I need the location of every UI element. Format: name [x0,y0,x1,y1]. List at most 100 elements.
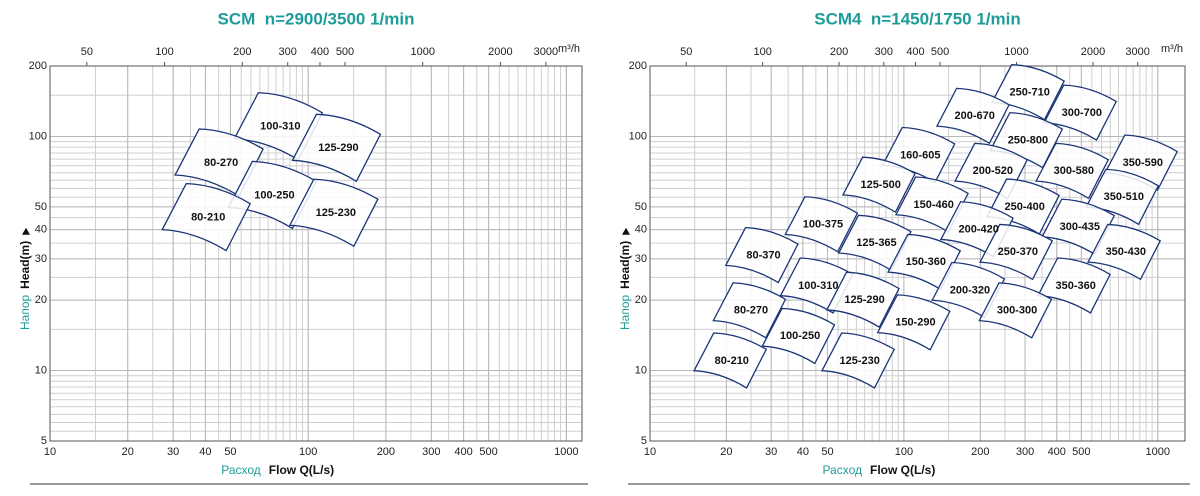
x2-tick-label: 3000 [534,46,558,58]
y-axis-label-prefix: Напор [618,294,632,330]
pump-tile [784,196,859,253]
pump-tile [841,156,916,214]
x2-tick-label: 400 [311,46,329,58]
x-tick-label: 300 [1016,446,1034,458]
x2-axis-label: m³/h [1161,43,1183,55]
pump-tile [935,87,1010,145]
x2-tick-label: 300 [279,46,297,58]
x-tick-label: 200 [377,446,395,458]
y-tick-label: 200 [29,60,47,72]
tile-label: 250-710 [1010,86,1050,98]
y-tick-label: 100 [629,130,647,142]
tile-label: 200-670 [954,110,994,122]
x2-tick-label: 100 [155,46,173,58]
y-axis-label: Head(m) [18,241,32,289]
y-tick-label: 200 [629,60,647,72]
x-tick-label: 1000 [1146,446,1170,458]
y-tick-label: 30 [635,253,647,265]
tile-label: 200-520 [973,165,1013,177]
y-tick-label: 10 [635,364,647,376]
pump-tile [825,271,900,329]
x-axis-label-prefix: Расход [822,463,862,477]
x2-tick-label: 100 [753,46,771,58]
y-tick-label: 100 [29,130,47,142]
pump-tile [761,307,836,365]
tile-label: 80-270 [204,157,238,169]
pump-tile [291,113,382,183]
y-tick-label: 20 [35,294,47,306]
x-tick-label: 10 [44,446,56,458]
y-axis-arrow [22,227,30,235]
tile-label: 300-435 [1060,221,1100,233]
x2-tick-label: 1000 [410,46,434,58]
x-axis-label: Flow Q(L/s) [870,463,935,477]
y-axis-label-prefix: Напор [18,294,32,330]
tile-label: 80-210 [715,355,749,367]
tile-label: 125-290 [844,294,884,306]
tile-label: 200-420 [958,224,998,236]
y-axis-label: Head(m) [618,241,632,289]
tile-label: 100-375 [803,219,843,231]
x2-tick-label: 200 [233,46,251,58]
pump-tile [876,294,951,351]
y-axis-label-group: Напор Head(m) [18,227,32,330]
tile-label: 125-230 [316,207,356,219]
x2-tick-label: 500 [931,46,949,58]
y-axis-arrow [622,227,630,235]
x2-tick-label: 2000 [1081,46,1105,58]
pump-tile [978,282,1053,339]
tile-label: 350-430 [1106,246,1146,258]
y-tick-label: 20 [635,294,647,306]
x2-tick-label: 50 [81,46,93,58]
x-tick-label: 30 [765,446,777,458]
pump-tile [1043,84,1118,141]
x-tick-label: 20 [122,446,134,458]
tile-label: 100-310 [260,121,300,133]
x-tick-label: 300 [422,446,440,458]
tile-label: 100-250 [780,330,820,342]
y-tick-label: 40 [635,224,647,236]
tile-label: 350-360 [1056,280,1096,292]
y-tick-label: 50 [635,201,647,213]
tile-label: 80-270 [734,305,768,317]
tile-label: 250-400 [1004,201,1044,213]
x-tick-label: 40 [797,446,809,458]
y-tick-label: 50 [35,201,47,213]
pump-tile [1036,257,1111,314]
tile-label: 125-500 [860,179,900,191]
tile-label: 250-370 [998,246,1038,258]
tile-label: 300-580 [1054,165,1094,177]
tile-label: 100-250 [254,189,294,201]
x2-tick-label: 400 [906,46,924,58]
plot-frame [49,65,583,442]
pump-tile [724,226,799,284]
tile-label: 200-320 [950,284,990,296]
x-tick-label: 200 [971,446,989,458]
chart-title: SCM4 n=1450/1750 1/min [814,9,1020,28]
tile-label: 125-365 [856,237,896,249]
x-axis-label-prefix: Расход [221,463,261,477]
x-tick-label: 10 [644,446,656,458]
tile-label: 250-800 [1008,135,1048,147]
x2-tick-label: 500 [336,46,354,58]
x2-tick-label: 200 [830,46,848,58]
y-tick-label: 10 [35,364,47,376]
x2-tick-label: 300 [875,46,893,58]
x-tick-label: 40 [199,446,211,458]
x-tick-label: 100 [895,446,913,458]
tile-label: 80-210 [191,212,225,224]
tile-label: 160-605 [900,149,940,161]
x2-axis-label: m³/h [558,43,580,55]
x2-tick-label: 2000 [488,46,512,58]
tile-label: 100-310 [798,280,838,292]
x2-tick-label: 3000 [1125,46,1149,58]
pump-tile [693,332,768,389]
pump-tile [979,223,1054,281]
x-tick-label: 1000 [554,446,578,458]
tile-label: 350-510 [1104,191,1144,203]
x-tick-label: 500 [1072,446,1090,458]
pump-tile [712,282,787,339]
tile-label: 300-300 [997,305,1037,317]
chart-title: SCM n=2900/3500 1/min [217,9,414,28]
